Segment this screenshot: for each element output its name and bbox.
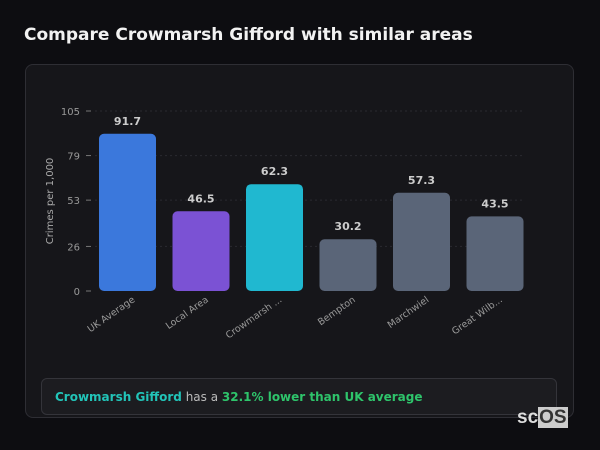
y-tick-label: 53 [67, 196, 80, 207]
summary-area: Crowmarsh Gifford [55, 390, 182, 404]
watermark-logo: scOS [517, 407, 568, 428]
page-title: Compare Crowmarsh Gifford with similar a… [24, 25, 473, 45]
bar [99, 133, 156, 291]
x-tick-label: UK Average [86, 294, 138, 335]
y-tick-label: 0 [74, 287, 80, 298]
x-tick-label: Local Area [164, 294, 211, 331]
data-label: 30.2 [334, 220, 361, 233]
x-tick-label: Great Wilb... [450, 294, 505, 337]
bar [172, 211, 230, 291]
x-tick-label: Crowmarsh ... [224, 294, 284, 341]
summary-box: Crowmarsh Gifford has a 32.1% lower than… [41, 378, 557, 415]
summary-comparison: 32.1% lower than UK average [221, 390, 423, 404]
y-tick-label: 105 [61, 107, 80, 118]
data-label: 43.5 [481, 197, 508, 210]
summary-text: has a [181, 390, 222, 404]
data-label: 57.3 [408, 174, 435, 187]
bar [319, 239, 377, 291]
x-tick-label: Marchwiel [386, 294, 432, 330]
data-label: 46.5 [187, 192, 214, 205]
bar [393, 192, 450, 291]
bar [466, 216, 524, 291]
y-tick-label: 79 [67, 152, 80, 163]
data-label: 91.7 [114, 115, 141, 128]
bar [246, 184, 303, 291]
x-tick-label: Bempton [316, 294, 358, 328]
y-tick-label: 26 [67, 242, 80, 253]
data-label: 62.3 [261, 165, 288, 178]
y-axis-label: Crimes per 1,000 [45, 158, 56, 245]
